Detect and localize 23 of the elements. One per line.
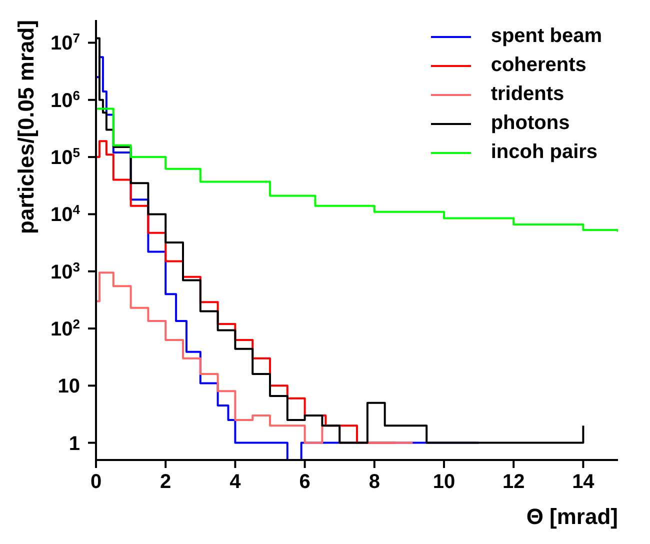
y-tick-label: 10$^{6}$: [50, 87, 80, 112]
x-tick-label: 10: [432, 471, 456, 493]
legend-label: coherents: [490, 53, 586, 78]
y-tick-label: 1: [68, 432, 80, 455]
legend-label: tridents: [490, 82, 564, 107]
x-tick-label: 12: [502, 471, 525, 493]
legend-label: spent beam: [490, 24, 602, 49]
x-tick-label: 0: [90, 471, 102, 493]
legend-label: photons: [490, 111, 570, 136]
y-tick-label: 10: [58, 376, 80, 398]
y-tick-label: 10$^{2}$: [50, 316, 80, 340]
y-tick-label: 10$^{7}$: [50, 30, 80, 55]
x-tick-label: 14: [572, 471, 596, 493]
x-tick-label: 4: [230, 471, 242, 493]
x-tick-label: 2: [160, 471, 172, 493]
x-tick-label: 8: [368, 471, 380, 493]
y-tick-label: 10$^{4}$: [50, 202, 81, 226]
x-axis-title: Θ [mrad]: [526, 504, 618, 529]
y-tick-label: 10$^{3}$: [50, 258, 80, 284]
y-axis-title: particles/[0.05 mrad]: [14, 20, 39, 234]
y-tick-label: 10$^{5}$: [50, 144, 80, 170]
x-tick-label: 6: [299, 471, 310, 493]
legend-label: incoh pairs: [490, 140, 598, 165]
